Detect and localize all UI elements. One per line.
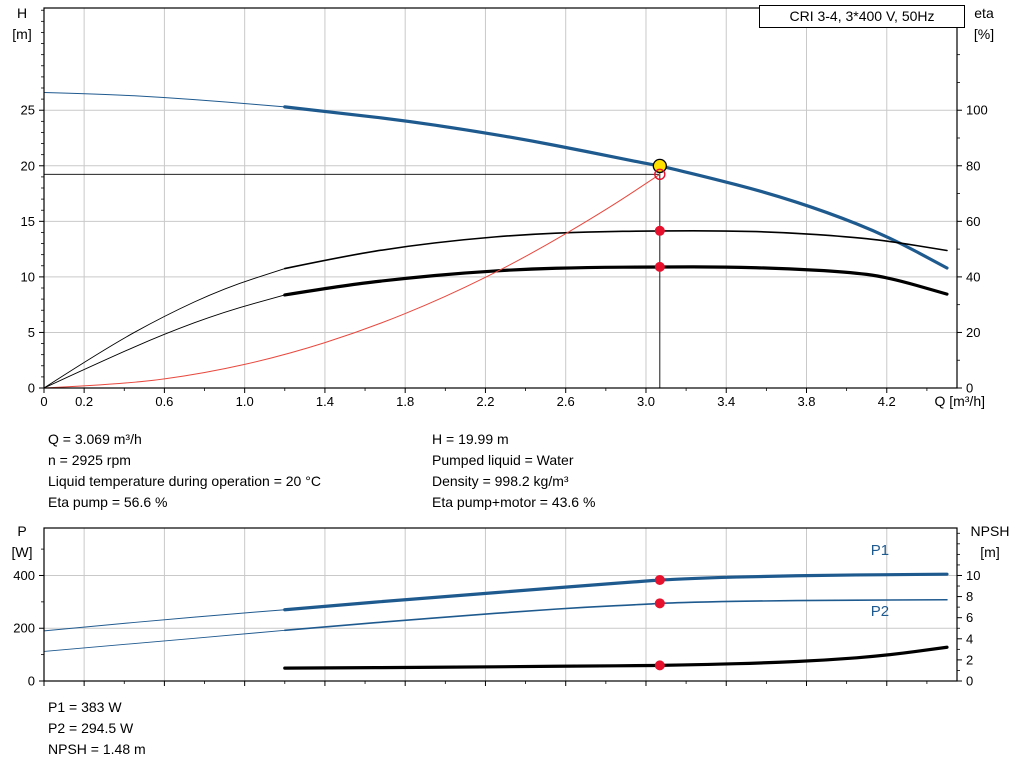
y-left-tick-label: 25 (21, 103, 35, 118)
p2-curve-label: P2 (871, 603, 889, 620)
duty-lines (44, 165, 661, 388)
pump-title: CRI 3-4, 3*400 V, 50Hz (789, 8, 935, 24)
duty-point-marker (652, 158, 667, 174)
x-tick-label: 2.6 (557, 394, 575, 409)
info-flow: Q = 3.069 m³/h (48, 431, 142, 447)
axis-unit-labels: H [m] eta [%] Q [m³/h] (12, 5, 994, 409)
x-tick-label: 3.4 (717, 394, 735, 409)
p1-curve (283, 572, 949, 612)
gridlines (44, 8, 957, 388)
p2-curve (283, 598, 948, 632)
info-liquid-temperature: Liquid temperature during operation = 20… (48, 473, 321, 489)
p1-duty-marker (654, 574, 665, 585)
axes: 0 200 400 0 2 4 6 8 10 (13, 532, 980, 689)
info-p2: P2 = 294.5 W (48, 720, 134, 736)
y-left-tick-label: 400 (13, 568, 35, 583)
eta-pump-motor-duty-marker (654, 261, 665, 272)
qh-eta-chart-svg: 0 0.2 0.6 1.0 1.4 1.8 2.2 2.6 3.0 3.4 3.8 4.2 0 5 10 15… (12, 5, 994, 409)
y-right-tick-label: 60 (966, 214, 980, 229)
y-left-tick-label: 0 (28, 381, 35, 396)
y-left-tick-label: 200 (13, 621, 35, 636)
y-left-axis-label: [W] (12, 544, 33, 560)
npsh-curve (283, 645, 949, 670)
x-axis-label: Q [m³/h] (934, 393, 985, 409)
y-left-tick-label: 0 (28, 674, 35, 689)
x-tick-label: 1.8 (396, 394, 414, 409)
plot-border (43, 527, 958, 682)
p2-curve-low-flow (43, 629, 286, 652)
eta-pump-duty-marker (654, 225, 665, 236)
y-right-axis-label: NPSH (971, 523, 1010, 539)
x-tick-label: 0.2 (75, 394, 93, 409)
y-left-tick-label: 5 (28, 325, 35, 340)
power-npsh-chart-svg: P1 P2 0 200 400 0 2 4 6 8 10 P [W] NPSH [m] (12, 523, 1010, 689)
plot-border (43, 7, 958, 389)
y-right-tick-label: 10 (966, 568, 980, 583)
x-tick-label: 0 (40, 394, 47, 409)
x-tick-label: 3.8 (797, 394, 815, 409)
y-left-tick-label: 10 (21, 269, 35, 284)
y-left-tick-label: 20 (21, 158, 35, 173)
y-right-tick-label: 40 (966, 269, 980, 284)
y-left-axis-label: H (17, 5, 27, 21)
info-npsh: NPSH = 1.48 m (48, 741, 146, 757)
y-right-axis-label: eta (974, 5, 994, 21)
y-right-tick-label: 80 (966, 158, 980, 173)
x-tick-label: 1.4 (316, 394, 334, 409)
axis-unit-labels: P [W] NPSH [m] (12, 523, 1010, 560)
duty-markers (652, 158, 667, 272)
y-right-tick-label: 0 (966, 674, 973, 689)
info-eta-pump-motor: Eta pump+motor = 43.6 % (432, 494, 596, 510)
eta-pump-motor-curve-low-flow (43, 294, 286, 389)
series-curves: P1 P2 (43, 542, 949, 670)
p1-curve-label: P1 (871, 542, 889, 559)
result-info: P1 = 383 W P2 = 294.5 W NPSH = 1.48 m (48, 697, 146, 760)
eta-pump-curve-low-flow (43, 268, 286, 389)
eta-pump-motor-curve (283, 265, 949, 297)
info-eta-pump: Eta pump = 56.6 % (48, 494, 168, 510)
y-left-axis-label: [m] (12, 26, 31, 42)
requested-point-marker (654, 168, 666, 181)
gridlines (44, 528, 957, 681)
y-left-tick-label: 15 (21, 214, 35, 229)
eta-pump-curve (283, 229, 948, 270)
y-right-tick-label: 4 (966, 631, 973, 646)
x-tick-label: 0.6 (155, 394, 173, 409)
h-curve-low-flow (43, 91, 286, 108)
y-right-tick-label: 8 (966, 589, 973, 604)
x-tick-label: 2.2 (476, 394, 494, 409)
y-left-axis-label: P (17, 523, 26, 539)
series-curves (43, 91, 949, 389)
y-right-tick-label: 100 (966, 103, 988, 118)
y-right-axis-label: [m] (980, 544, 999, 560)
axes: 0 0.2 0.6 1.0 1.4 1.8 2.2 2.6 3.0 3.4 3.8 4.2 0 5 10 15… (21, 9, 988, 409)
info-p1: P1 = 383 W (48, 699, 122, 715)
y-right-tick-label: 6 (966, 610, 973, 625)
y-right-axis-label: [%] (974, 26, 994, 42)
npsh-duty-marker (654, 660, 665, 671)
y-right-tick-label: 20 (966, 325, 980, 340)
x-tick-label: 3.0 (637, 394, 655, 409)
duty-markers (654, 574, 665, 671)
info-pumped-liquid: Pumped liquid = Water (432, 452, 574, 468)
p2-duty-marker (654, 598, 665, 609)
pump-title-box: CRI 3-4, 3*400 V, 50Hz (759, 5, 965, 28)
info-density: Density = 998.2 kg/m³ (432, 473, 569, 489)
duty-info-right: H = 19.99 m Pumped liquid = Water Densit… (432, 429, 595, 513)
y-right-tick-label: 2 (966, 652, 973, 667)
duty-info-left: Q = 3.069 m³/h n = 2925 rpm Liquid tempe… (48, 429, 321, 513)
system-curve (43, 173, 661, 389)
h-curve (283, 105, 949, 270)
y-right-tick-label: 0 (966, 381, 973, 396)
p1-curve-low-flow (43, 609, 286, 632)
info-head: H = 19.99 m (432, 431, 509, 447)
x-tick-label: 4.2 (878, 394, 896, 409)
info-speed: n = 2925 rpm (48, 452, 131, 468)
x-tick-label: 1.0 (236, 394, 254, 409)
